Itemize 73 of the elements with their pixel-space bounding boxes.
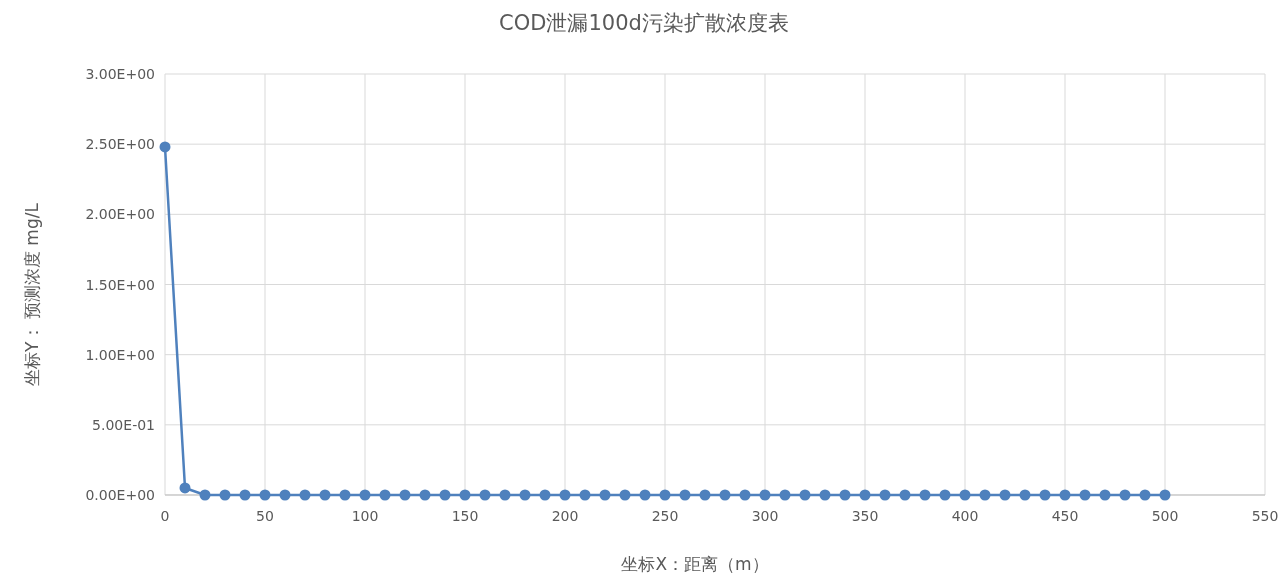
point (1139, 489, 1151, 501)
point (839, 489, 851, 501)
x-tick-label: 50 (256, 508, 274, 524)
x-tick-label: 100 (351, 508, 379, 524)
y-tick-label: 2.00E+00 (85, 206, 155, 223)
point (219, 489, 231, 501)
point (179, 482, 191, 494)
point (819, 489, 831, 501)
x-tick-label: 550 (1251, 508, 1279, 524)
point (679, 489, 691, 501)
point (919, 489, 931, 501)
point (439, 489, 451, 501)
point (1059, 489, 1071, 501)
point (239, 489, 251, 501)
point (1119, 489, 1131, 501)
point (359, 489, 371, 501)
point (599, 489, 611, 501)
point (319, 489, 331, 501)
x-axis-title: 坐标X：距离（m） (621, 554, 769, 574)
point (999, 489, 1011, 501)
x-tick-label: 0 (160, 508, 170, 524)
y-tick-label: 0.00E+00 (85, 487, 155, 503)
point (499, 489, 511, 501)
point (479, 489, 491, 501)
point (279, 489, 291, 501)
point (939, 489, 951, 501)
point (199, 489, 211, 501)
point (1159, 489, 1171, 501)
point (739, 489, 751, 501)
point (1039, 489, 1051, 501)
point (579, 489, 591, 501)
point (519, 489, 531, 501)
point (1019, 489, 1031, 501)
x-tick-label: 200 (551, 508, 579, 524)
point (159, 141, 171, 153)
y-tick-label: 1.00E+00 (85, 346, 155, 363)
x-tick-label: 400 (951, 508, 979, 524)
point (639, 489, 651, 501)
y-tick-label: 2.50E+00 (85, 136, 155, 153)
x-tick-label: 250 (651, 508, 679, 524)
point (659, 489, 671, 501)
point (299, 489, 311, 501)
y-tick-label: 3.00E+00 (85, 66, 155, 82)
point (879, 489, 891, 501)
point (619, 489, 631, 501)
point (539, 489, 551, 501)
point (899, 489, 911, 501)
x-tick-label: 450 (1051, 508, 1079, 524)
point (1099, 489, 1111, 501)
point (719, 489, 731, 501)
point (379, 489, 391, 501)
chart-title: COD泄漏100d污染扩散浓度表 (499, 11, 789, 35)
point (559, 489, 571, 501)
point (1079, 489, 1091, 501)
point (459, 489, 471, 501)
y-tick-label: 5.00E-01 (92, 416, 155, 433)
x-tick-label: 350 (851, 508, 879, 524)
y-axis-title: 坐标Y： 预测浓度 mg/L (22, 202, 42, 386)
point (699, 489, 711, 501)
point (859, 489, 871, 501)
y-tick-label: 1.50E+00 (85, 276, 155, 293)
x-tick-label: 500 (1151, 508, 1179, 524)
x-tick-label: 150 (451, 508, 479, 524)
x-tick-label: 300 (751, 508, 779, 524)
point (779, 489, 791, 501)
point (979, 489, 991, 501)
point (399, 489, 411, 501)
point (339, 489, 351, 501)
point (759, 489, 771, 501)
point (799, 489, 811, 501)
point (419, 489, 431, 501)
point (959, 489, 971, 501)
point (259, 489, 271, 501)
